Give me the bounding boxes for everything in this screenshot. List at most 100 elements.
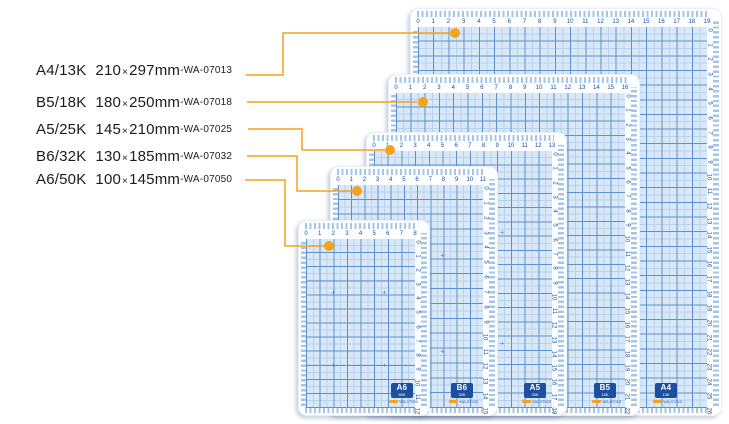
label-product-code: -WA-07018 [180, 96, 233, 108]
ruler-number: 5 [551, 223, 557, 228]
ruler-number: 8 [441, 177, 446, 183]
ruler-number: 14 [627, 19, 635, 25]
ruler-number: 1 [386, 143, 390, 149]
ruler-number: 11 [521, 143, 528, 149]
ruler-number: 3 [482, 230, 488, 235]
brand-mark [592, 400, 602, 403]
multiply-sign: × [122, 125, 129, 137]
registration-cross: + [382, 289, 387, 297]
ruler-numbers-right: 0 1 2 3 4 5 6 7 8 9 10 11 12 13 14 15 16 17 18 19 20 21 22 [623, 93, 630, 414]
badge-sheet-count: 18K [601, 392, 609, 397]
ruler-number: 10 [551, 293, 557, 301]
ruler-number: 8 [508, 85, 513, 91]
ruler-number: 24 [706, 378, 712, 386]
label-format-name: B5/18K [36, 93, 87, 111]
ruler-number: 1 [624, 108, 630, 112]
ruler-number: 6 [415, 177, 419, 183]
ruler-number: 23 [706, 363, 712, 371]
badge-sheet-count: 13K [662, 392, 670, 397]
ruler-number: 8 [551, 266, 557, 270]
ruler-number: 11 [706, 188, 712, 195]
ruler-number: 7 [414, 338, 420, 343]
ruler-number: 7 [494, 85, 498, 91]
ruler-number: 8 [482, 305, 488, 309]
label-width: 130 [95, 147, 122, 165]
ruler-number: 2 [331, 231, 335, 237]
product-label: B5/18K 180×250mm -WA-07018 [36, 92, 232, 112]
ruler-number: 11 [582, 19, 589, 25]
ruler-number: 22 [624, 407, 630, 415]
badge-sheet-count: 32K [458, 392, 466, 397]
brand-mark [389, 400, 399, 403]
ruler-number: 13 [482, 377, 488, 385]
badge-brand-line: WA-07032 [449, 399, 478, 404]
ruler-number: 1 [431, 19, 435, 25]
ruler-number: 4 [706, 86, 712, 91]
ruler-number: 1 [551, 166, 557, 170]
ruler-number: 9 [551, 280, 557, 285]
ruler-number: 4 [477, 19, 481, 25]
registration-cross: + [500, 229, 505, 237]
ruler-number: 3 [437, 85, 441, 91]
badge-size-label: A4 [660, 383, 672, 392]
label-unit: mm [154, 93, 181, 111]
label-height: 297 [129, 61, 155, 79]
label-product-code: -WA-07025 [180, 123, 233, 135]
ruler-number: 7 [551, 252, 557, 256]
ruler-number: 0 [304, 231, 308, 237]
brand-code: WA-07032 [459, 399, 478, 404]
multiply-sign: × [122, 66, 129, 78]
registration-cross: + [331, 289, 336, 297]
ruler-number: 1 [317, 231, 322, 237]
ruler-number: 15 [551, 364, 557, 372]
ruler-number: 6 [507, 19, 511, 25]
ruler-number: 6 [480, 85, 484, 91]
ruler-ticks-top [305, 223, 417, 229]
ruler-number: 4 [358, 231, 363, 237]
registration-cross: + [500, 340, 505, 348]
label-dimensions: 145×210mm [95, 121, 180, 138]
product-label: A5/25K 145×210mm -WA-07025 [36, 119, 232, 139]
product-label: B6/32K 130×185mm -WA-07032 [36, 146, 232, 166]
ruler-number: 13 [706, 217, 712, 224]
ruler-number: 1 [482, 201, 488, 205]
size-badge-a4: A4 13K [655, 383, 677, 398]
label-format-name: A5/25K [36, 120, 87, 138]
label-product-code: -WA-07013 [180, 64, 233, 76]
ruler-number: 19 [703, 19, 711, 25]
ruler-number: 4 [551, 209, 557, 213]
ruler-number: 6 [706, 116, 712, 120]
size-badge-a5: A5 25K [524, 383, 546, 398]
ruler-number: 10 [566, 19, 574, 25]
ruler-numbers-top: 0 1 2 3 4 5 6 7 8 9 10 11 12 13 14 15 16 17 18 19 [416, 18, 710, 26]
ruler-ticks-left [301, 241, 306, 406]
ruler-number: 1 [414, 254, 420, 258]
label-dimensions: 100×145mm [95, 171, 180, 188]
ruler-number: 15 [624, 307, 630, 315]
ruler-number: 9 [482, 320, 488, 324]
ruler-number: 8 [414, 352, 420, 357]
ruler-number: 5 [402, 177, 406, 183]
ruler-number: 7 [482, 290, 488, 294]
ruler-number: 3 [624, 137, 630, 141]
label-format-name: A6/50K [36, 170, 87, 188]
ruler-numbers-right: 0 1 2 3 4 5 6 7 8 9 10 11 12 13 14 15 16 17 18 19 20 21 22 23 24… [705, 27, 712, 414]
ruler-number: 13 [612, 19, 620, 25]
ruler-ticks-right [421, 233, 427, 406]
ruler-number: 2 [624, 122, 630, 127]
brand-code: WA-07050 [399, 399, 418, 404]
ruler-number: 1 [408, 85, 412, 91]
ruler-number: 13 [578, 85, 586, 91]
ruler-number: 9 [495, 143, 499, 149]
ruler-number: 8 [538, 19, 542, 25]
ruler-number: 4 [389, 177, 393, 183]
badge-sheet-count: 25K [531, 392, 539, 397]
ruler-number: 18 [688, 19, 696, 25]
ruler-ticks-top [373, 135, 554, 141]
product-label: A6/50K 100×145mm -WA-07050 [36, 169, 232, 189]
ruler-number: 14 [593, 85, 600, 91]
ruler-number: 0 [394, 85, 398, 91]
ruler-number: 13 [548, 143, 556, 149]
label-product-code: -WA-07050 [180, 173, 233, 185]
ruler-number: 10 [624, 235, 630, 243]
